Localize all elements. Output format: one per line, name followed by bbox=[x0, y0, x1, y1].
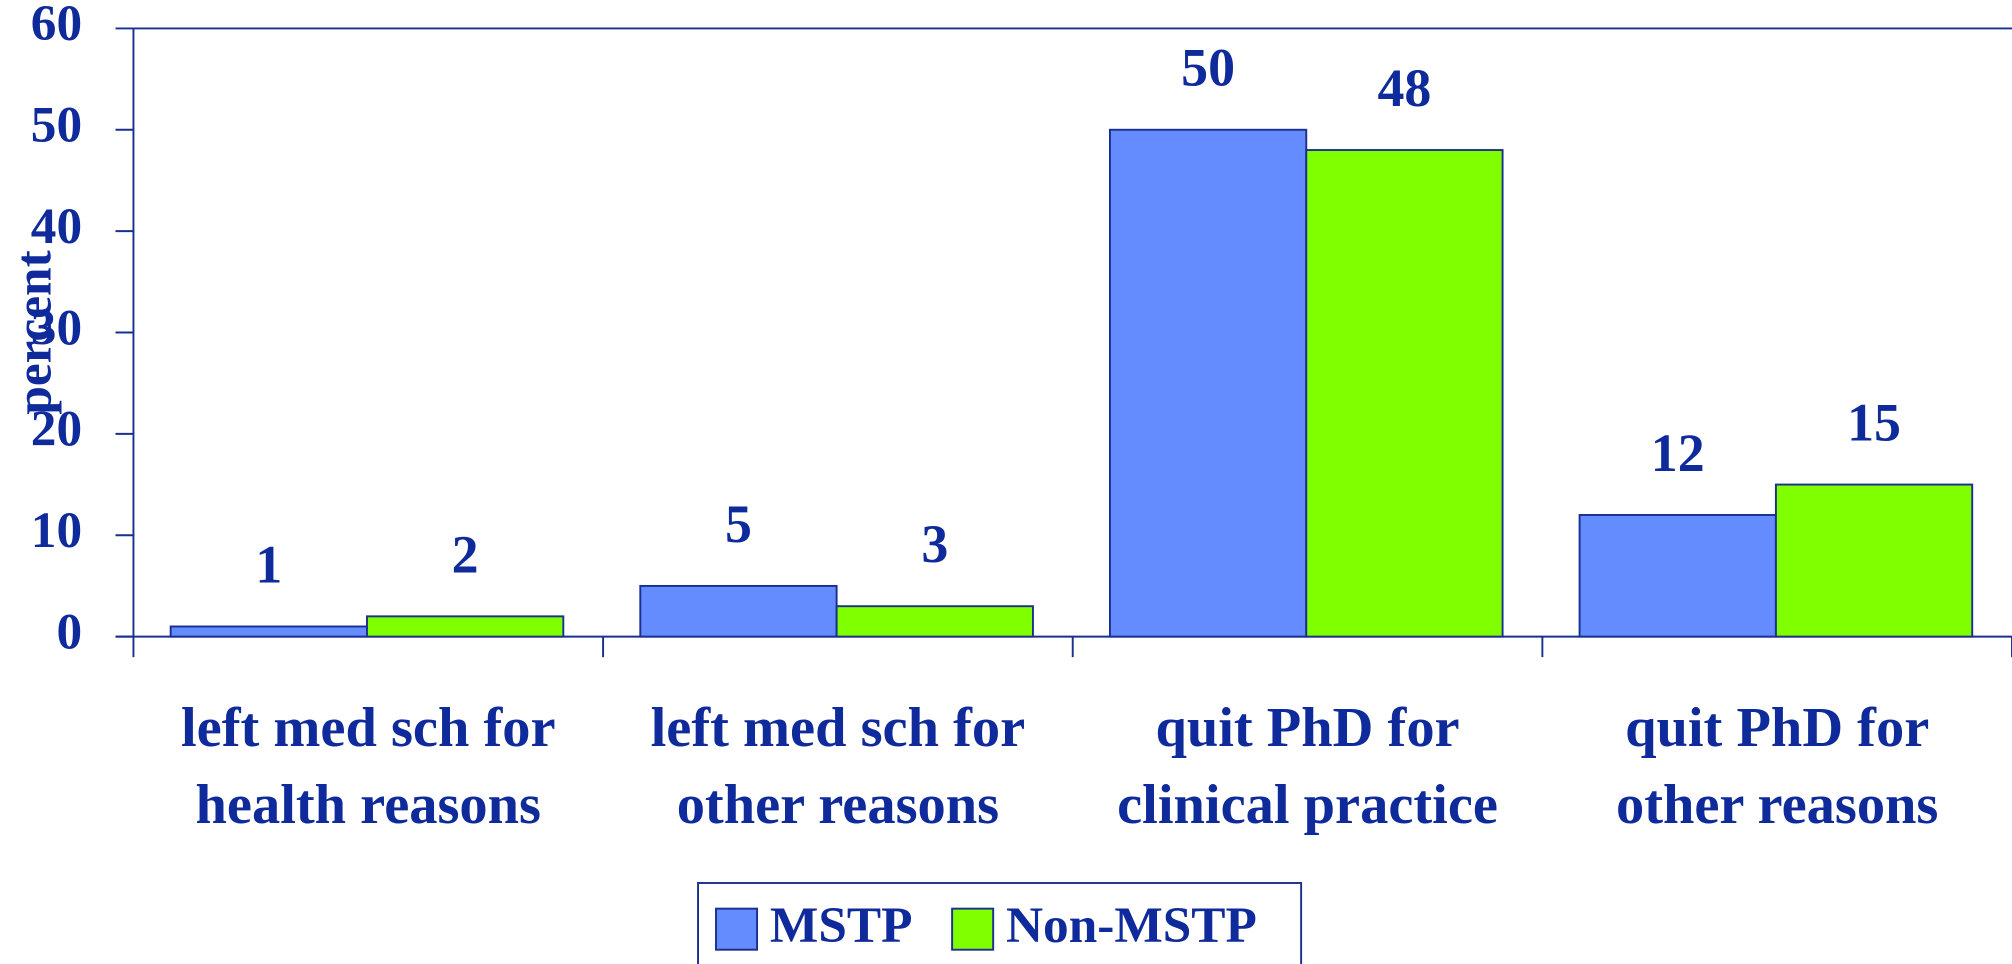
data-label: 50 bbox=[1181, 38, 1235, 98]
legend: MSTP Non-MSTP bbox=[697, 882, 1303, 964]
legend-label: MSTP bbox=[770, 897, 913, 954]
legend-swatch bbox=[715, 907, 759, 951]
data-label: 12 bbox=[1651, 423, 1705, 483]
x-tick-label: health reasons bbox=[196, 774, 541, 836]
x-tick-label: left med sch for bbox=[651, 697, 1026, 759]
y-tick-label: 10 bbox=[31, 502, 82, 559]
x-tick-label: other reasons bbox=[677, 774, 999, 836]
data-label: 5 bbox=[725, 494, 752, 554]
bar bbox=[1774, 483, 1974, 638]
legend-swatch bbox=[951, 907, 995, 951]
data-label: 3 bbox=[921, 514, 948, 574]
bar bbox=[1578, 514, 1777, 638]
data-label: 2 bbox=[452, 524, 479, 584]
data-label: 48 bbox=[1377, 58, 1431, 118]
y-tick-label: 0 bbox=[56, 603, 82, 660]
x-tick-label: other reasons bbox=[1616, 774, 1938, 836]
y-tick-label: 20 bbox=[31, 401, 82, 458]
bar bbox=[835, 605, 1034, 638]
data-label: 15 bbox=[1847, 392, 1901, 452]
legend-label: Non-MSTP bbox=[1006, 897, 1257, 954]
y-axis-label: percent bbox=[5, 250, 62, 414]
bar bbox=[1108, 128, 1308, 638]
y-tick-label: 60 bbox=[31, 0, 82, 52]
y-tick-label: 50 bbox=[31, 97, 82, 154]
bar bbox=[169, 625, 368, 638]
bar bbox=[366, 615, 565, 638]
x-tick-label: quit PhD for bbox=[1625, 697, 1929, 759]
bar bbox=[1305, 149, 1504, 638]
x-tick-label: clinical practice bbox=[1117, 774, 1498, 836]
data-label: 1 bbox=[255, 534, 282, 594]
bar bbox=[639, 584, 838, 638]
y-tick-label: 40 bbox=[31, 198, 82, 255]
x-tick-label: left med sch for bbox=[181, 697, 556, 759]
x-tick-label: quit PhD for bbox=[1155, 697, 1459, 759]
legend-box bbox=[697, 882, 1303, 964]
y-tick-label: 30 bbox=[31, 299, 82, 356]
